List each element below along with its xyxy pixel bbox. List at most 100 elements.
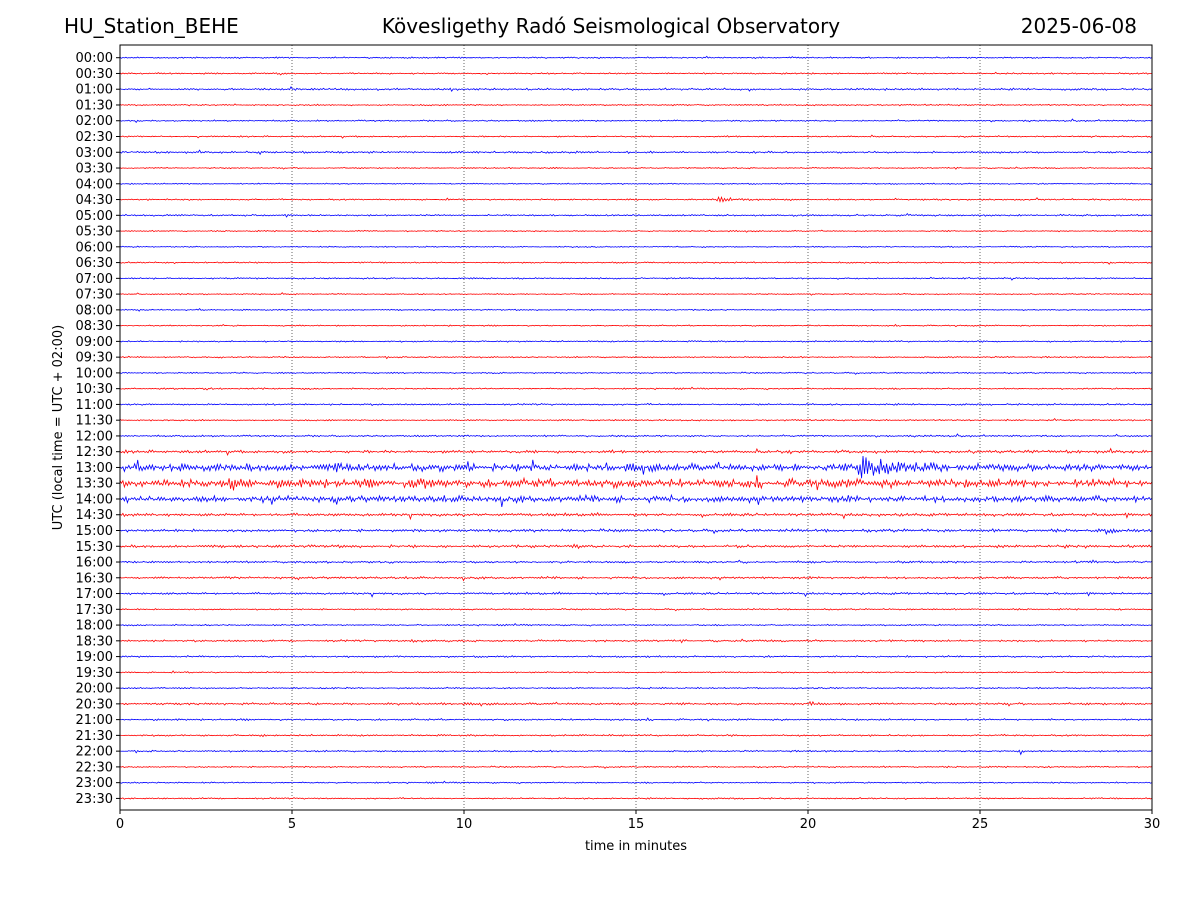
y-tick-label: 13:00 xyxy=(76,461,113,476)
trace-1400 xyxy=(119,493,1153,508)
y-tick-label: 08:00 xyxy=(76,303,113,318)
trace-0230 xyxy=(119,134,1153,139)
y-tick-label: 08:30 xyxy=(76,319,113,334)
trace-2300 xyxy=(119,780,1153,785)
trace-0130 xyxy=(119,103,1153,107)
trace-0330 xyxy=(119,166,1153,170)
trace-0800 xyxy=(119,308,1153,312)
trace-1930 xyxy=(119,670,1153,674)
trace-0500 xyxy=(119,213,1153,218)
trace-2000 xyxy=(119,686,1153,690)
y-tick-label: 04:30 xyxy=(76,193,113,208)
y-tick-label: 17:00 xyxy=(76,587,113,602)
trace-1000 xyxy=(119,371,1153,375)
y-tick-label: 01:00 xyxy=(76,83,113,98)
trace-0630 xyxy=(119,261,1153,265)
y-tick-label: 19:00 xyxy=(76,650,113,665)
trace-0600 xyxy=(119,245,1153,249)
grid-lines xyxy=(291,45,981,810)
y-tick-label: 06:30 xyxy=(76,256,113,271)
trace-2200 xyxy=(119,749,1153,756)
trace-1700 xyxy=(119,591,1153,598)
trace-1900 xyxy=(119,654,1153,659)
x-axis-ticks: 0 5 10 15 20 25 30 xyxy=(116,810,1160,832)
trace-1730 xyxy=(119,607,1153,612)
trace-0200 xyxy=(119,118,1153,123)
y-tick-label: 04:00 xyxy=(76,177,113,192)
y-tick-label: 05:30 xyxy=(76,225,113,240)
trace-1830 xyxy=(119,638,1153,644)
y-tick-label: 18:00 xyxy=(76,619,113,634)
y-tick-label: 11:00 xyxy=(76,398,113,413)
y-tick-label: 22:30 xyxy=(76,760,113,775)
y-tick-label: 06:00 xyxy=(76,240,113,255)
trace-1430 xyxy=(119,511,1153,521)
y-tick-label: 23:30 xyxy=(76,792,113,807)
y-tick-label: 02:30 xyxy=(76,130,113,145)
y-tick-label: 03:30 xyxy=(76,162,113,177)
y-tick-label: 20:30 xyxy=(76,697,113,712)
x-axis-label: time in minutes xyxy=(585,839,687,854)
y-tick-label: 13:30 xyxy=(76,477,113,492)
y-tick-label: 09:30 xyxy=(76,351,113,366)
trace-1200 xyxy=(119,433,1153,438)
trace-1530 xyxy=(119,543,1153,550)
y-tick-label: 11:30 xyxy=(76,414,113,429)
y-tick-label: 16:30 xyxy=(76,571,113,586)
y-tick-label: 02:00 xyxy=(76,114,113,129)
y-tick-label: 15:00 xyxy=(76,524,113,539)
trace-0400 xyxy=(119,182,1153,185)
x-tick-label: 5 xyxy=(288,817,296,832)
y-tick-label: 12:00 xyxy=(76,429,113,444)
trace-0030 xyxy=(119,71,1153,76)
y-tick-label: 16:00 xyxy=(76,556,113,571)
y-tick-label: 22:00 xyxy=(76,745,113,760)
observatory-title: Kövesligethy Radó Seismological Observat… xyxy=(381,14,841,38)
trace-2030 xyxy=(119,700,1153,707)
y-tick-label: 14:30 xyxy=(76,508,113,523)
y-tick-label: 20:00 xyxy=(76,682,113,697)
trace-0830 xyxy=(119,323,1153,328)
plot-date: 2025-06-08 xyxy=(1020,14,1137,38)
y-tick-label: 18:30 xyxy=(76,634,113,649)
trace-1130 xyxy=(119,417,1153,422)
station-name: HU_Station_BEHE xyxy=(64,14,239,38)
trace-1330 xyxy=(119,475,1153,491)
trace-1300 xyxy=(119,456,1153,479)
y-tick-label: 07:00 xyxy=(76,272,113,287)
plot-frame xyxy=(119,44,1153,811)
x-tick-label: 30 xyxy=(1144,817,1161,832)
trace-1800 xyxy=(119,623,1153,627)
trace-1600 xyxy=(119,559,1153,564)
x-tick-label: 20 xyxy=(800,817,817,832)
y-tick-label: 17:30 xyxy=(76,603,113,618)
y-tick-label: 14:00 xyxy=(76,492,113,507)
y-tick-label: 10:00 xyxy=(76,366,113,381)
trace-2100 xyxy=(119,717,1153,722)
trace-0900 xyxy=(119,339,1153,343)
trace-0930 xyxy=(119,355,1153,360)
trace-0730 xyxy=(119,292,1153,296)
x-tick-label: 0 xyxy=(116,817,124,832)
y-tick-label: 12:30 xyxy=(76,445,113,460)
trace-0530 xyxy=(119,229,1153,233)
y-tick-label: 15:30 xyxy=(76,540,113,555)
y-tick-label: 21:30 xyxy=(76,729,113,744)
x-tick-label: 15 xyxy=(628,817,645,832)
seismic-traces xyxy=(119,55,1153,801)
y-axis-ticks: 00:0000:3001:0001:3002:0002:3003:0003:30… xyxy=(76,51,120,807)
y-tick-label: 19:30 xyxy=(76,666,113,681)
y-tick-label: 03:00 xyxy=(76,146,113,161)
y-tick-label: 01:30 xyxy=(76,98,113,113)
trace-2130 xyxy=(119,733,1153,738)
y-tick-label: 10:30 xyxy=(76,382,113,397)
trace-1100 xyxy=(119,402,1153,406)
trace-1230 xyxy=(119,447,1153,457)
y-tick-label: 00:00 xyxy=(76,51,113,66)
trace-2230 xyxy=(119,765,1153,769)
trace-1030 xyxy=(119,386,1153,391)
trace-1500 xyxy=(119,528,1153,536)
x-tick-label: 25 xyxy=(972,817,989,832)
trace-0300 xyxy=(119,149,1153,156)
